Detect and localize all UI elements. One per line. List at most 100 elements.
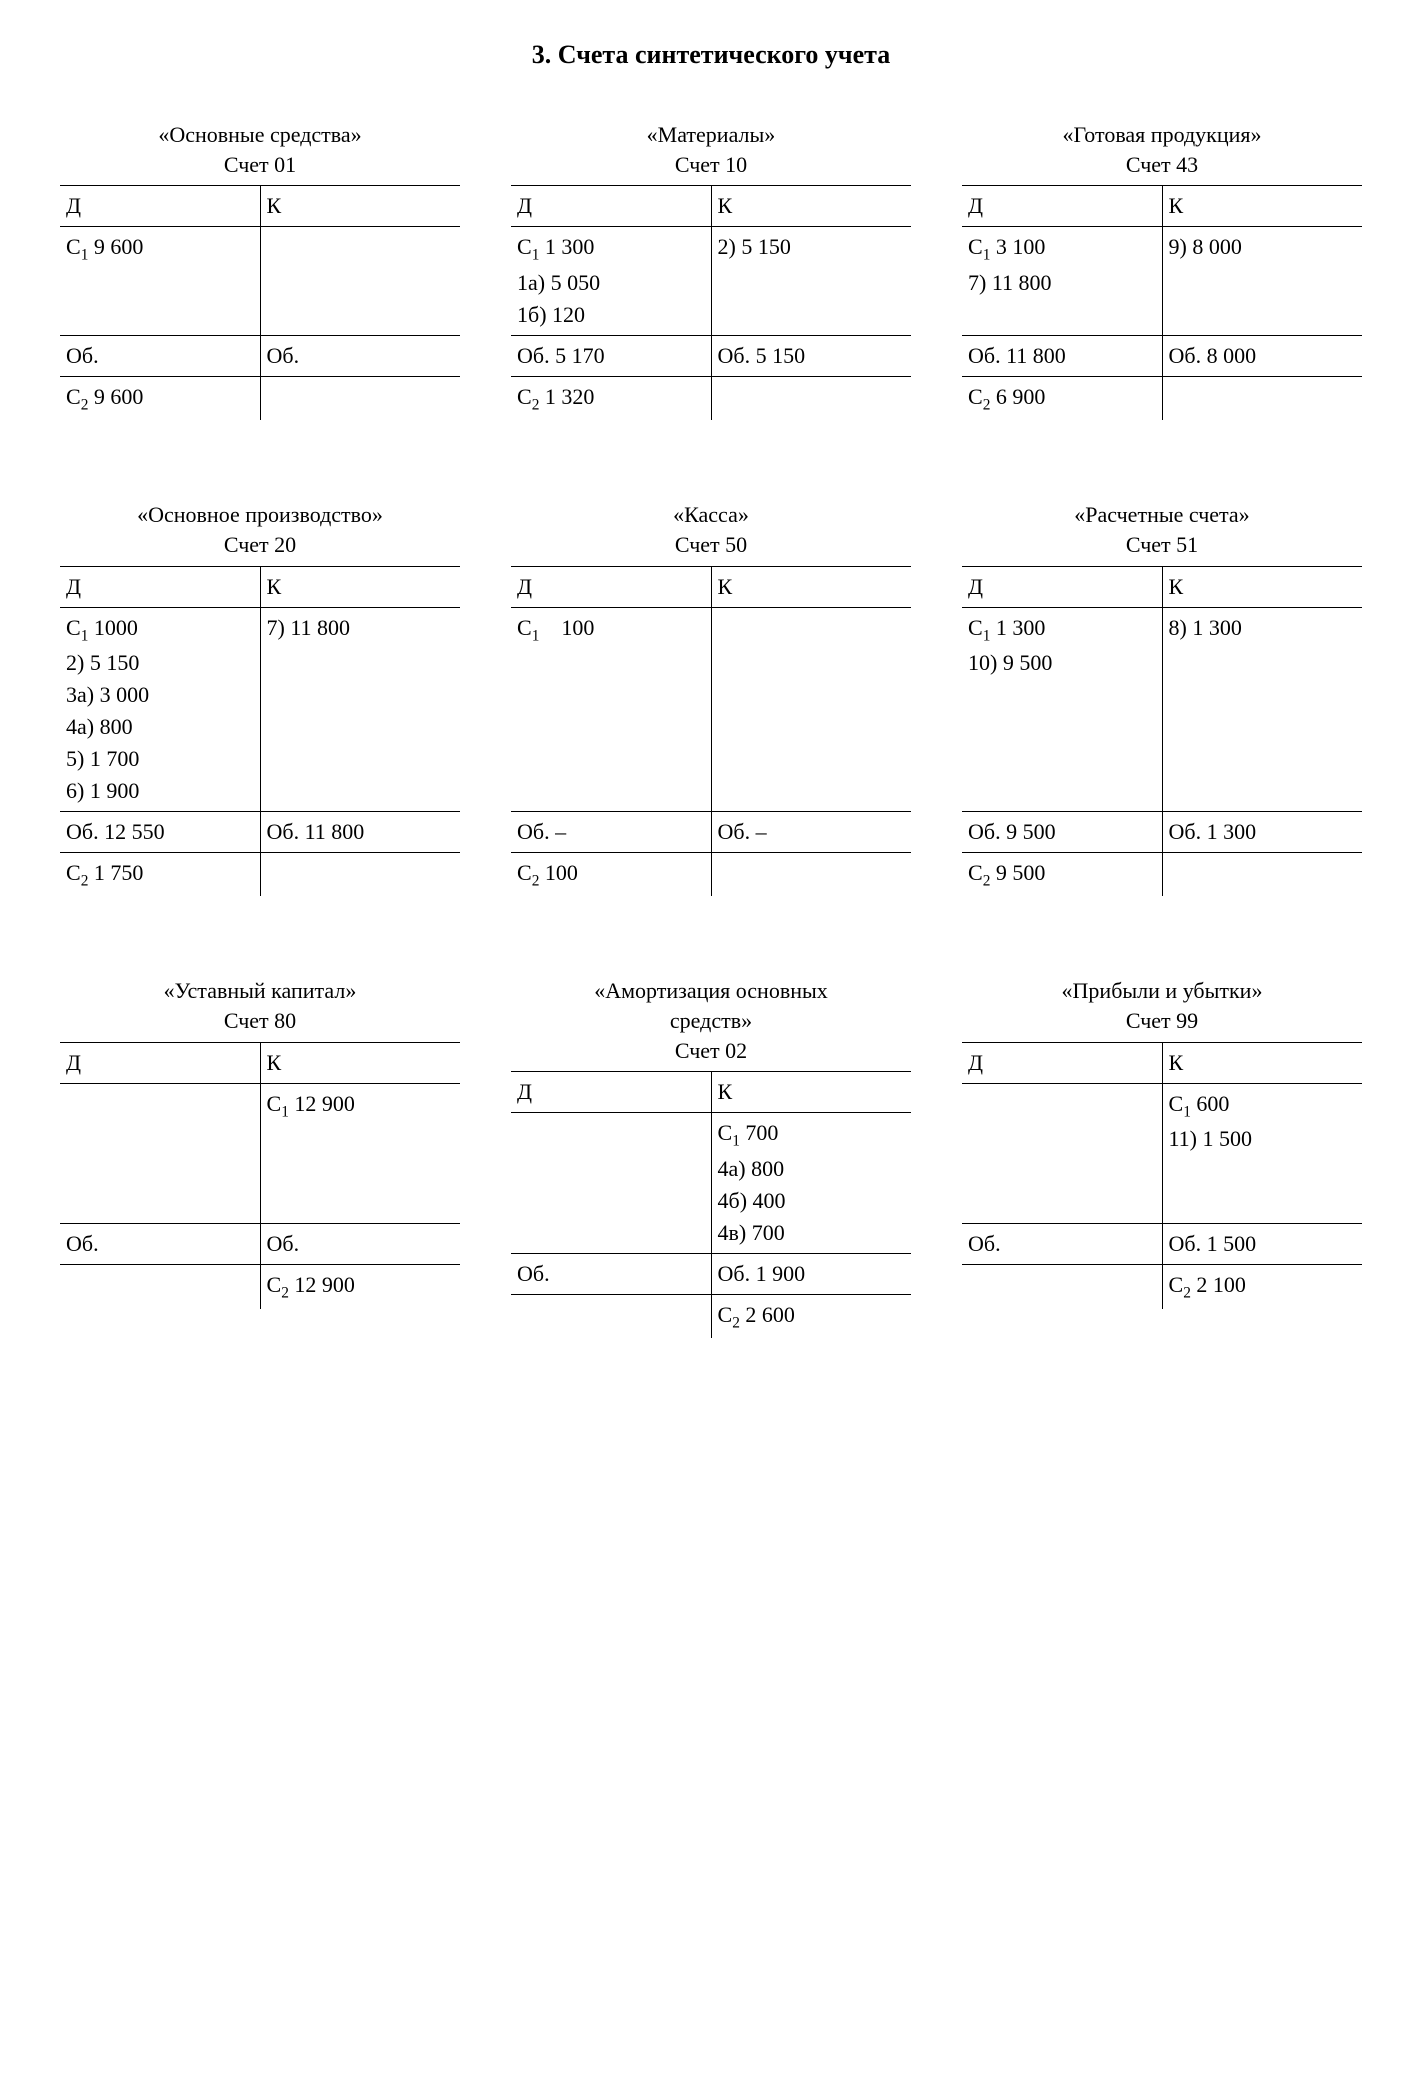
closing-balance-credit: [1162, 376, 1362, 420]
closing-balance-credit: [260, 852, 460, 896]
debit-header: Д: [962, 566, 1162, 607]
t-account: «Готовая продукция»Счет 43 ДКС1 3 1007) 1…: [962, 120, 1362, 420]
credit-entries: [260, 227, 460, 336]
turnover-credit: Об. 1 900: [711, 1253, 911, 1294]
credit-entries: 8) 1 300: [1162, 607, 1362, 811]
t-account-title: «Материалы»Счет 10: [511, 120, 911, 179]
t-account: «Уставный капитал»Счет 80 ДК С1 12 900 Об…: [60, 976, 460, 1338]
credit-header: К: [1162, 1042, 1362, 1083]
turnover-credit: Об. 1 500: [1162, 1224, 1362, 1265]
closing-balance-debit: С2 1 320: [511, 376, 711, 420]
debit-entries: [511, 1113, 711, 1253]
closing-balance-debit: С2 100: [511, 852, 711, 896]
t-account: «Амортизация основныхсредств»Счет 02ДК С…: [511, 976, 911, 1338]
debit-entries: С1 9 600: [60, 227, 260, 336]
credit-header: К: [711, 566, 911, 607]
t-account-table: ДКС1 1 30010) 9 500 8) 1 300 Об. 9 500Об…: [962, 566, 1362, 897]
t-account-table: ДК С1 60011) 1 500 Об.Об. 1 500 С2 2 100: [962, 1042, 1362, 1309]
debit-entries: [60, 1083, 260, 1223]
turnover-credit: Об. 11 800: [260, 811, 460, 852]
debit-entries: [962, 1083, 1162, 1223]
turnover-debit: Об.: [60, 1224, 260, 1265]
closing-balance-debit: [962, 1264, 1162, 1308]
page-title: 3. Счета синтетического учета: [60, 40, 1362, 70]
credit-header: К: [711, 186, 911, 227]
debit-header: Д: [511, 1072, 711, 1113]
debit-header: Д: [60, 566, 260, 607]
accounts-row: «Основное производство»Счет 20ДКС1 10002…: [60, 500, 1362, 896]
closing-balance-credit: [711, 376, 911, 420]
turnover-debit: Об.: [60, 335, 260, 376]
credit-entries: С1 60011) 1 500: [1162, 1083, 1362, 1223]
t-account-title: «Касса»Счет 50: [511, 500, 911, 559]
turnover-credit: Об.: [260, 335, 460, 376]
closing-balance-debit: С2 9 600: [60, 376, 260, 420]
accounts-row: «Уставный капитал»Счет 80ДК С1 12 900 Об…: [60, 976, 1362, 1338]
turnover-debit: Об. 12 550: [60, 811, 260, 852]
credit-header: К: [260, 566, 460, 607]
debit-header: Д: [511, 566, 711, 607]
t-account-title: «Расчетные счета»Счет 51: [962, 500, 1362, 559]
credit-header: К: [260, 1042, 460, 1083]
t-account: «Расчетные счета»Счет 51 ДКС1 1 30010) 9 …: [962, 500, 1362, 896]
turnover-credit: Об. –: [711, 811, 911, 852]
t-account: «Основные средства»Счет 01ДКС1 9 600 Об.…: [60, 120, 460, 420]
t-account-table: ДК С1 7004а) 8004б) 4004в) 700Об.Об. 1 9…: [511, 1071, 911, 1338]
t-account: «Прибыли и убытки»Счет 99 ДК С1 60011) 1 …: [962, 976, 1362, 1338]
debit-entries: С1 1 3001а) 5 0501б) 120: [511, 227, 711, 336]
closing-balance-debit: С2 1 750: [60, 852, 260, 896]
credit-entries: 2) 5 150: [711, 227, 911, 336]
turnover-credit: Об. 1 300: [1162, 811, 1362, 852]
turnover-debit: Об. 9 500: [962, 811, 1162, 852]
debit-header: Д: [962, 1042, 1162, 1083]
closing-balance-credit: С2 2 100: [1162, 1264, 1362, 1308]
credit-header: К: [1162, 566, 1362, 607]
credit-entries: С1 7004а) 8004б) 4004в) 700: [711, 1113, 911, 1253]
t-account-title: «Амортизация основныхсредств»Счет 02: [511, 976, 911, 1065]
t-account-title: «Прибыли и убытки»Счет 99: [962, 976, 1362, 1035]
credit-entries: 7) 11 800: [260, 607, 460, 811]
closing-balance-debit: С2 9 500: [962, 852, 1162, 896]
turnover-credit: Об. 8 000: [1162, 335, 1362, 376]
t-account: «Касса»Счет 50 ДКС1 100 Об. –Об. –С2 100: [511, 500, 911, 896]
turnover-debit: Об. 11 800: [962, 335, 1162, 376]
closing-balance-credit: С2 12 900: [260, 1264, 460, 1308]
t-account-table: ДК С1 12 900 Об.Об. С2 12 900: [60, 1042, 460, 1309]
accounts-row: «Основные средства»Счет 01ДКС1 9 600 Об.…: [60, 120, 1362, 420]
closing-balance-credit: [1162, 852, 1362, 896]
closing-balance-credit: С2 2 600: [711, 1294, 911, 1338]
credit-entries: С1 12 900: [260, 1083, 460, 1223]
t-account-table: ДКС1 3 1007) 11 800 9) 8 000 Об. 11 800О…: [962, 185, 1362, 420]
closing-balance-credit: [711, 852, 911, 896]
turnover-debit: Об. –: [511, 811, 711, 852]
debit-header: Д: [60, 186, 260, 227]
turnover-credit: Об. 5 150: [711, 335, 911, 376]
turnover-credit: Об.: [260, 1224, 460, 1265]
t-account-table: ДКС1 1 3001а) 5 0501б) 1202) 5 150 Об. 5…: [511, 185, 911, 420]
t-account-title: «Готовая продукция»Счет 43: [962, 120, 1362, 179]
closing-balance-debit: [511, 1294, 711, 1338]
credit-entries: [711, 607, 911, 811]
closing-balance-debit: [60, 1264, 260, 1308]
t-account: «Основное производство»Счет 20 ДКС1 10002…: [60, 500, 460, 896]
turnover-debit: Об.: [511, 1253, 711, 1294]
debit-header: Д: [60, 1042, 260, 1083]
credit-header: К: [711, 1072, 911, 1113]
debit-entries: С1 1 30010) 9 500: [962, 607, 1162, 811]
credit-header: К: [260, 186, 460, 227]
closing-balance-credit: [260, 376, 460, 420]
credit-header: К: [1162, 186, 1362, 227]
debit-entries: С1 10002) 5 1503а) 3 0004а) 8005) 1 7006…: [60, 607, 260, 811]
accounts-container: «Основные средства»Счет 01ДКС1 9 600 Об.…: [60, 120, 1362, 1338]
credit-entries: 9) 8 000: [1162, 227, 1362, 336]
turnover-debit: Об.: [962, 1224, 1162, 1265]
t-account-table: ДКС1 100 Об. –Об. –С2 100: [511, 566, 911, 897]
debit-header: Д: [962, 186, 1162, 227]
t-account-table: ДКС1 10002) 5 1503а) 3 0004а) 8005) 1 70…: [60, 566, 460, 897]
closing-balance-debit: С2 6 900: [962, 376, 1162, 420]
t-account-title: «Основное производство»Счет 20: [60, 500, 460, 559]
debit-entries: С1 100: [511, 607, 711, 811]
debit-entries: С1 3 1007) 11 800: [962, 227, 1162, 336]
t-account-title: «Уставный капитал»Счет 80: [60, 976, 460, 1035]
debit-header: Д: [511, 186, 711, 227]
